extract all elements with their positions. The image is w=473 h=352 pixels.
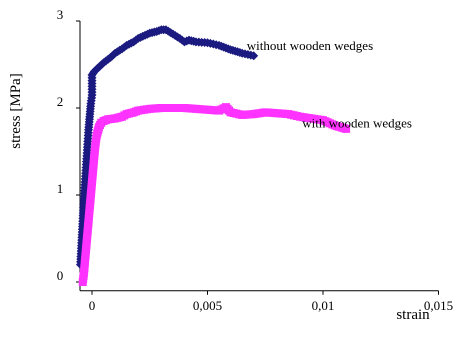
series-without-wedges — [75, 25, 259, 270]
x-tick-label: 0,015 — [424, 298, 453, 313]
series-layer — [75, 25, 351, 286]
y-tick-label: 1 — [57, 181, 64, 196]
data-point — [342, 124, 351, 133]
x-tick-label: 0,005 — [193, 298, 222, 313]
x-ticks: 0 0,005 0,01 0,015 — [89, 290, 453, 313]
y-axis-label: stress [MPa] — [8, 73, 24, 148]
series-annotation: without wooden wedges — [247, 38, 373, 53]
x-tick-label: 0 — [89, 298, 96, 313]
data-point — [249, 51, 259, 61]
y-tick-label: 3 — [57, 7, 64, 22]
y-tick-label: 0 — [57, 268, 64, 283]
series-with-wedges — [78, 103, 351, 286]
series-annotation: with wooden wedges — [302, 115, 412, 130]
x-tick-label: 0,01 — [312, 298, 335, 313]
annotation-layer: without wooden wedges with wooden wedges — [247, 38, 412, 130]
y-tick-label: 2 — [57, 94, 64, 109]
axes — [79, 21, 439, 292]
y-ticks: 0 1 2 3 — [57, 7, 80, 283]
x-axis-label: strain — [396, 307, 430, 323]
